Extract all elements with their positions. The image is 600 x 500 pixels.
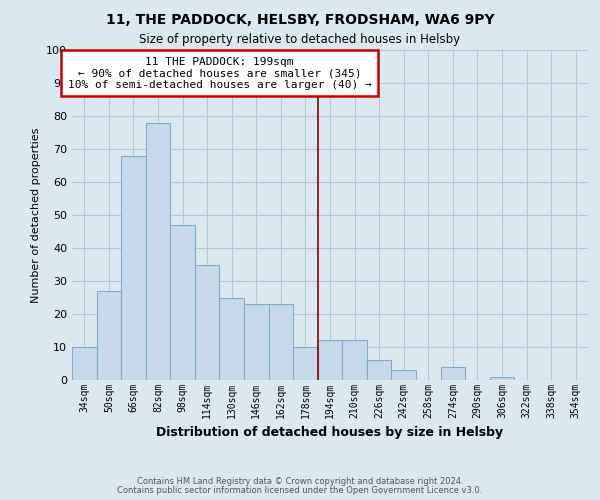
Bar — [72, 347, 97, 380]
Bar — [121, 156, 146, 380]
Bar — [269, 304, 293, 380]
Text: Contains HM Land Registry data © Crown copyright and database right 2024.: Contains HM Land Registry data © Crown c… — [137, 478, 463, 486]
Text: Contains public sector information licensed under the Open Government Licence v3: Contains public sector information licen… — [118, 486, 482, 495]
Y-axis label: Number of detached properties: Number of detached properties — [31, 128, 41, 302]
Bar — [490, 376, 514, 380]
Bar — [220, 298, 244, 380]
Bar — [195, 264, 220, 380]
Text: 11 THE PADDOCK: 199sqm
← 90% of detached houses are smaller (345)
10% of semi-de: 11 THE PADDOCK: 199sqm ← 90% of detached… — [68, 56, 371, 90]
Text: Size of property relative to detached houses in Helsby: Size of property relative to detached ho… — [139, 32, 461, 46]
Bar — [170, 225, 195, 380]
X-axis label: Distribution of detached houses by size in Helsby: Distribution of detached houses by size … — [157, 426, 503, 440]
Bar — [318, 340, 342, 380]
Bar — [391, 370, 416, 380]
Bar — [367, 360, 391, 380]
Text: 11, THE PADDOCK, HELSBY, FRODSHAM, WA6 9PY: 11, THE PADDOCK, HELSBY, FRODSHAM, WA6 9… — [106, 12, 494, 26]
Bar — [440, 367, 465, 380]
Bar — [146, 122, 170, 380]
Bar — [342, 340, 367, 380]
Bar — [97, 291, 121, 380]
Bar — [244, 304, 269, 380]
Bar — [293, 347, 318, 380]
